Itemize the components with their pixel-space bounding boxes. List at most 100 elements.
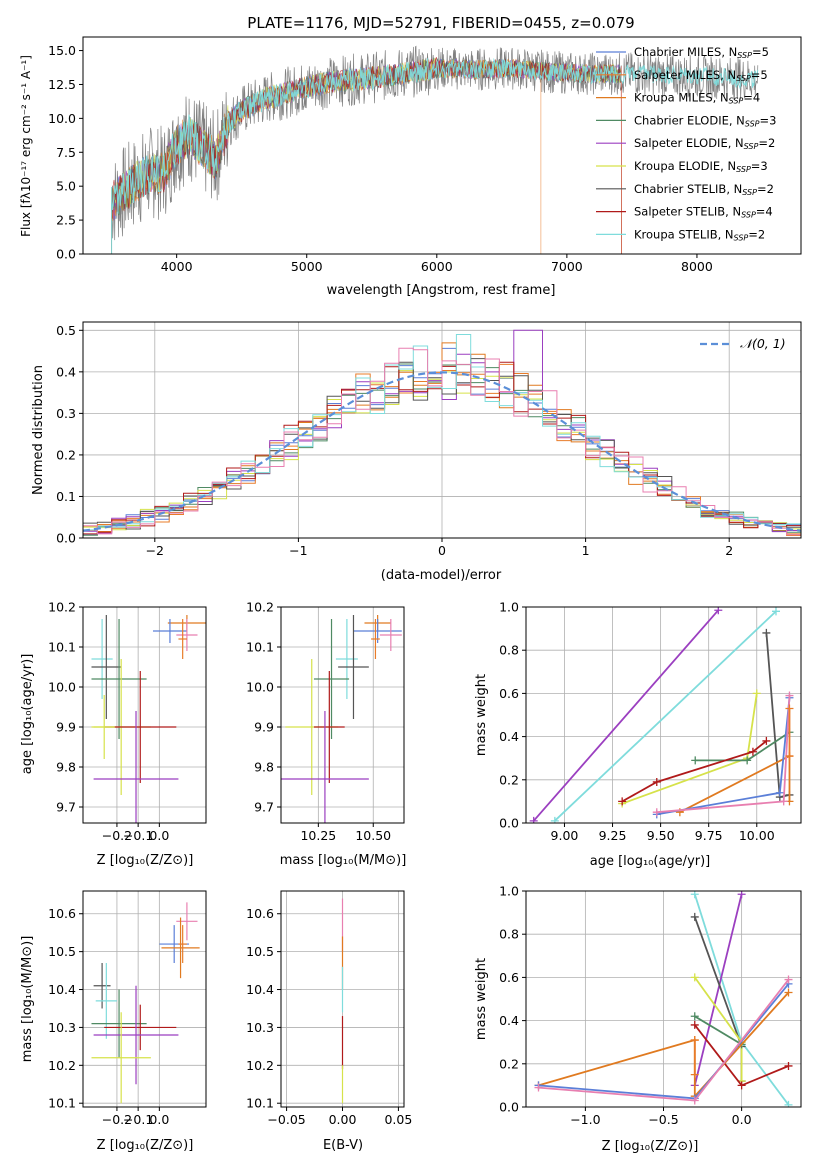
age-vs-mass-ytick-label: 10.1 (246, 640, 274, 655)
spectrum-xtick-label: 8000 (681, 259, 713, 274)
weight-age-xlabel: age [log₁₀(age/yr)] (590, 854, 711, 869)
residuals-xtick-label: 2 (725, 543, 733, 558)
age-vs-z-plot-area (91, 615, 206, 823)
residuals-legend-label: 𝒩(0, 1) (740, 336, 786, 351)
weight-vs-age-series-line (656, 697, 791, 816)
residuals-ylabel: Normed distribution (31, 365, 46, 495)
residuals-ytick-label: 0.2 (56, 447, 76, 462)
weight-vs-age-marker (775, 788, 784, 797)
mass-vs-ebv-ytick-label: 10.6 (246, 906, 274, 921)
weight-vs-age-marker (785, 752, 794, 761)
age-vs-z-xtick-label: −0.2 (102, 828, 132, 843)
age-vs-z-ytick-label: 9.8 (56, 760, 76, 775)
weight-vs-age-xtick-label: 10.00 (739, 828, 775, 843)
weight-vs-age-marker (618, 797, 627, 806)
weight-vs-age-marker (752, 689, 761, 698)
age-z-xlabel: Z [log₁₀(Z/Z⊙)] (97, 853, 194, 868)
weight-vs-z-xtick-label: −0.5 (648, 1112, 678, 1127)
mass-vs-z-ytick-label: 10.3 (48, 1020, 76, 1035)
mass-vs-z-xtick-label: −0.1 (123, 1112, 153, 1127)
weight-vs-z-marker (737, 891, 746, 899)
mass-vs-z-xtick-label: −0.2 (102, 1112, 132, 1127)
mass-vs-ebv-ytick-label: 10.5 (246, 944, 274, 959)
age-vs-mass-xtick-label: 10.50 (355, 828, 391, 843)
residuals-xtick-label: 1 (582, 543, 590, 558)
age-vs-mass-ytick-label: 10.2 (246, 600, 274, 615)
weight-vs-age-marker (779, 797, 788, 806)
weight-vs-z-marker (690, 1012, 699, 1021)
spectrum-xlabel: wavelength [Angstrom, rest frame] (327, 283, 556, 298)
spectrum-xtick-label: 6000 (421, 259, 453, 274)
spectrum-ytick-label: 0.0 (56, 247, 76, 262)
age-vs-z-ytick-label: 9.7 (56, 800, 76, 815)
age-vs-z-ytick-label: 10.1 (48, 640, 76, 655)
mass-vs-z-xtick-label: 0.0 (149, 1112, 169, 1127)
weight-vs-age-frame (525, 606, 802, 824)
spectrum-ytick-label: 12.5 (48, 77, 76, 92)
spectrum-xtick-label: 7000 (551, 259, 583, 274)
spectrum-legend-label: Chabrier STELIB, NSSP=2 (634, 182, 774, 197)
weight-vs-age-xtick-label: 9.75 (695, 828, 723, 843)
spectrum-model-line (111, 57, 759, 254)
weight-vs-z-ytick-label: 0.2 (499, 1056, 519, 1071)
residuals-xtick-label: 0 (438, 543, 446, 558)
weight-vs-age-marker (743, 756, 752, 765)
spectrum-ytick-label: 5.0 (56, 179, 76, 194)
age-vs-mass-frame (280, 606, 405, 824)
weight-vs-age-marker (691, 756, 700, 765)
mass-z-ylabel: mass [log₁₀(M/M⊙)] (20, 936, 35, 1063)
age-vs-mass-xtick-label: 10.25 (300, 828, 336, 843)
age-vs-z-ytick-label: 9.9 (56, 720, 76, 735)
residuals-xtick-label: −1 (289, 543, 307, 558)
mass-ebv-xlabel: E(B-V) (323, 1138, 363, 1153)
weight-vs-age-marker (785, 691, 794, 700)
weight-vs-age-series-line (621, 693, 758, 805)
weight-vs-z-marker (534, 1083, 543, 1092)
weight-vs-age-marker (550, 816, 559, 823)
mass-vs-z-frame (82, 890, 207, 1108)
spectrum-plot-area (111, 45, 759, 254)
mass-vs-z-ytick-label: 10.1 (48, 1096, 76, 1111)
age-vs-z-ytick-label: 10.2 (48, 600, 76, 615)
mass-vs-z-ytick-label: 10.2 (48, 1058, 76, 1073)
weight-vs-age-series-line (621, 740, 767, 803)
weight-vs-z-marker (690, 1020, 699, 1029)
weight-vs-z-xtick-label: 0.0 (732, 1112, 752, 1127)
residuals-ytick-label: 0.3 (56, 406, 76, 421)
weight-vs-z-marker (690, 891, 699, 899)
spectrum-ytick-label: 7.5 (56, 145, 76, 160)
mass-vs-ebv-ytick-label: 10.2 (246, 1058, 274, 1073)
age-vs-z-frame (82, 606, 207, 824)
spectrum-ytick-label: 2.5 (56, 213, 76, 228)
residuals-xlabel: (data-model)/error (381, 568, 502, 583)
weight-vs-z-marker (690, 973, 699, 982)
weight-vs-z-series-line (694, 1015, 743, 1046)
weight-vs-z-ytick-label: 0.8 (499, 927, 519, 942)
mass-z-xlabel: Z [log₁₀(Z/Z⊙)] (97, 1138, 194, 1153)
weight-vs-z-series-line (693, 893, 743, 1086)
residuals-plot-area (83, 329, 801, 536)
weight-z-xlabel: Z [log₁₀(Z/Z⊙)] (602, 1139, 699, 1154)
spectrum-legend-label: Chabrier ELODIE, NSSP=3 (634, 113, 776, 128)
spectrum-ytick-label: 10.0 (48, 111, 76, 126)
spectrum-frame (82, 36, 802, 255)
weight-vs-age-ytick-label: 1.0 (499, 600, 519, 615)
age-vs-z-xtick-label: 0.0 (149, 828, 169, 843)
mass-vs-z-ytick-label: 10.6 (48, 906, 76, 921)
spectrum-data-line (111, 45, 759, 254)
age-vs-z-ytick-label: 10.0 (48, 680, 76, 695)
weight-vs-age-marker (714, 607, 723, 615)
weight-vs-age-ytick-label: 0.0 (499, 816, 519, 831)
weight-vs-z-marker (690, 1070, 699, 1079)
weight-vs-age-series-line (679, 754, 791, 814)
spectrum-ytick-label: 15.0 (48, 43, 76, 58)
spectrum-legend-label: Kroupa MILES, NSSP=4 (634, 91, 760, 106)
age-z-ylabel: age [log₁₀(age/yr)] (20, 654, 35, 775)
weight-vs-z-marker (784, 975, 793, 984)
weight-vs-z-marker (690, 1096, 699, 1105)
weight-age-ylabel: mass weight (474, 674, 489, 756)
weight-vs-age-marker (652, 777, 661, 786)
mass-vs-ebv-ytick-label: 10.4 (246, 982, 274, 997)
weight-vs-z-marker (690, 1036, 699, 1045)
